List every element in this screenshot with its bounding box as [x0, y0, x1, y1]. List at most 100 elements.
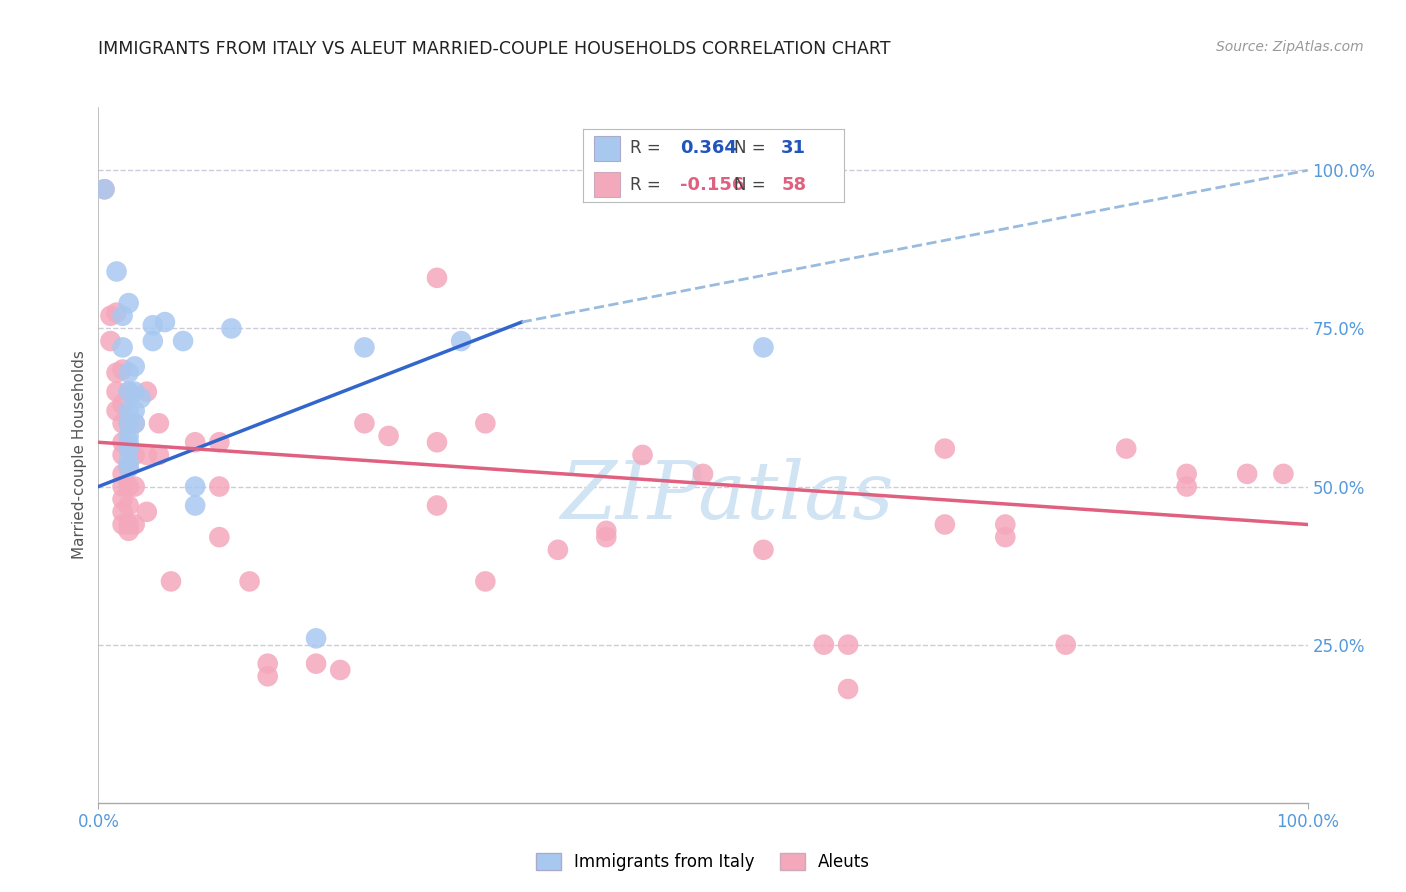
Point: [256, 669, 278, 683]
Point: [752, 542, 775, 557]
Point: [305, 632, 328, 646]
Point: [118, 499, 141, 513]
Point: [118, 454, 141, 468]
Point: [118, 435, 141, 450]
Point: [547, 542, 569, 557]
Point: [148, 448, 170, 462]
Point: [93, 182, 115, 196]
Point: [118, 517, 141, 532]
Text: 31: 31: [782, 139, 806, 157]
Point: [111, 505, 134, 519]
Point: [105, 264, 128, 278]
Point: [474, 417, 496, 431]
Point: [184, 479, 207, 493]
Text: ZIPatlas: ZIPatlas: [561, 458, 894, 535]
Point: [752, 340, 775, 354]
Point: [148, 417, 170, 431]
Point: [124, 448, 146, 462]
Point: [450, 334, 472, 348]
Point: [208, 479, 231, 493]
Point: [595, 530, 617, 544]
Point: [118, 417, 141, 431]
Point: [105, 366, 128, 380]
Point: [118, 384, 141, 399]
Text: Source: ZipAtlas.com: Source: ZipAtlas.com: [1216, 40, 1364, 54]
Point: [118, 429, 141, 443]
Point: [256, 657, 278, 671]
Point: [305, 657, 328, 671]
Point: [208, 435, 231, 450]
Point: [631, 448, 654, 462]
Point: [1175, 467, 1198, 481]
Point: [142, 318, 165, 333]
Point: [426, 270, 449, 285]
Point: [100, 334, 122, 348]
Point: [837, 638, 859, 652]
Point: [184, 499, 207, 513]
FancyBboxPatch shape: [593, 172, 620, 197]
Point: [1115, 442, 1137, 456]
Point: [105, 305, 128, 319]
Point: [111, 517, 134, 532]
Point: [118, 403, 141, 417]
Point: [105, 384, 128, 399]
Point: [1175, 479, 1198, 493]
Point: [118, 460, 141, 475]
Text: N =: N =: [734, 139, 772, 157]
Point: [172, 334, 194, 348]
Point: [474, 574, 496, 589]
Point: [93, 182, 115, 196]
Point: [329, 663, 352, 677]
Point: [124, 479, 146, 493]
Point: [118, 442, 141, 456]
Point: [118, 460, 141, 475]
Point: [111, 309, 134, 323]
Legend: Immigrants from Italy, Aleuts: Immigrants from Italy, Aleuts: [529, 847, 877, 878]
FancyBboxPatch shape: [593, 136, 620, 161]
Point: [1272, 467, 1295, 481]
Text: R =: R =: [630, 139, 666, 157]
Point: [111, 479, 134, 493]
Point: [426, 435, 449, 450]
Text: N =: N =: [734, 176, 772, 194]
Point: [111, 492, 134, 507]
Point: [111, 362, 134, 376]
Point: [129, 391, 152, 405]
Point: [353, 340, 375, 354]
Point: [994, 530, 1017, 544]
Point: [100, 309, 122, 323]
Text: -0.156: -0.156: [679, 176, 744, 194]
Point: [111, 435, 134, 450]
Text: 58: 58: [782, 176, 806, 194]
Point: [124, 359, 146, 374]
Point: [111, 467, 134, 481]
Point: [221, 321, 243, 335]
Point: [111, 397, 134, 411]
Text: IMMIGRANTS FROM ITALY VS ALEUT MARRIED-COUPLE HOUSEHOLDS CORRELATION CHART: IMMIGRANTS FROM ITALY VS ALEUT MARRIED-C…: [98, 40, 891, 58]
Point: [934, 517, 956, 532]
Point: [124, 384, 146, 399]
Point: [118, 442, 141, 456]
Point: [111, 340, 134, 354]
Text: 0.364: 0.364: [679, 139, 737, 157]
Point: [111, 417, 134, 431]
Point: [595, 524, 617, 538]
Point: [934, 442, 956, 456]
Point: [353, 417, 375, 431]
Point: [118, 366, 141, 380]
Point: [135, 384, 157, 399]
Point: [208, 530, 231, 544]
Text: R =: R =: [630, 176, 666, 194]
Point: [239, 574, 262, 589]
Point: [426, 499, 449, 513]
Point: [377, 429, 399, 443]
Point: [124, 517, 146, 532]
Point: [837, 681, 859, 696]
Point: [184, 435, 207, 450]
Point: [1054, 638, 1077, 652]
Point: [135, 505, 157, 519]
Point: [111, 448, 134, 462]
Point: [994, 517, 1017, 532]
Point: [160, 574, 183, 589]
Point: [124, 417, 146, 431]
